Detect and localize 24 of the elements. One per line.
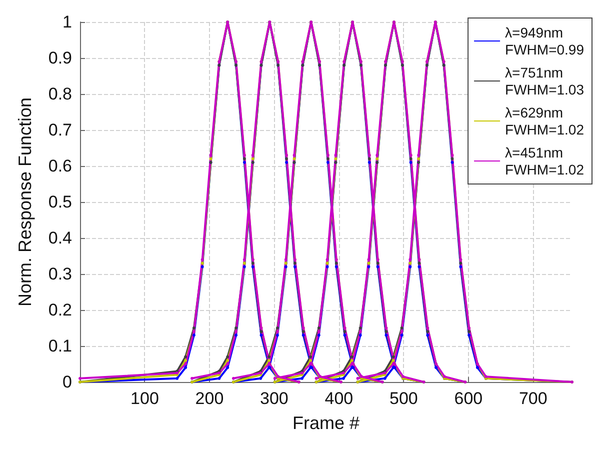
y-axis-title: Norm. Response Function [15, 97, 35, 307]
x-tick-label: 500 [389, 389, 418, 408]
y-tick-label: 0.9 [48, 48, 72, 68]
legend-label: λ=949nm FWHM=0.99 [505, 24, 584, 58]
legend-label: λ=451nm FWHM=1.02 [505, 144, 584, 178]
x-tick-label: 600 [454, 389, 483, 408]
y-tick-label: 0.4 [48, 228, 72, 248]
y-tick-label: 0.6 [48, 156, 72, 176]
x-tick-label: 200 [195, 389, 224, 408]
legend-label: λ=751nm FWHM=1.03 [505, 64, 584, 98]
x-tick-label: 300 [260, 389, 288, 408]
y-tick-label: 0.3 [48, 264, 72, 284]
y-tick-label: 0.1 [48, 336, 72, 356]
y-tick-label: 0 [62, 372, 72, 392]
y-tick-label: 0.7 [48, 120, 72, 140]
x-tick-label: 400 [324, 389, 354, 408]
x-axis-title: Frame # [292, 413, 360, 433]
x-tick-label: 700 [518, 389, 548, 408]
y-tick-label: 0.8 [48, 84, 72, 104]
y-tick-label: 0.2 [48, 300, 72, 320]
y-tick-label: 0.5 [48, 192, 72, 212]
legend-label: λ=629nm FWHM=1.02 [505, 104, 584, 138]
y-tick-label: 1 [62, 12, 72, 32]
x-tick-label: 100 [130, 389, 159, 408]
